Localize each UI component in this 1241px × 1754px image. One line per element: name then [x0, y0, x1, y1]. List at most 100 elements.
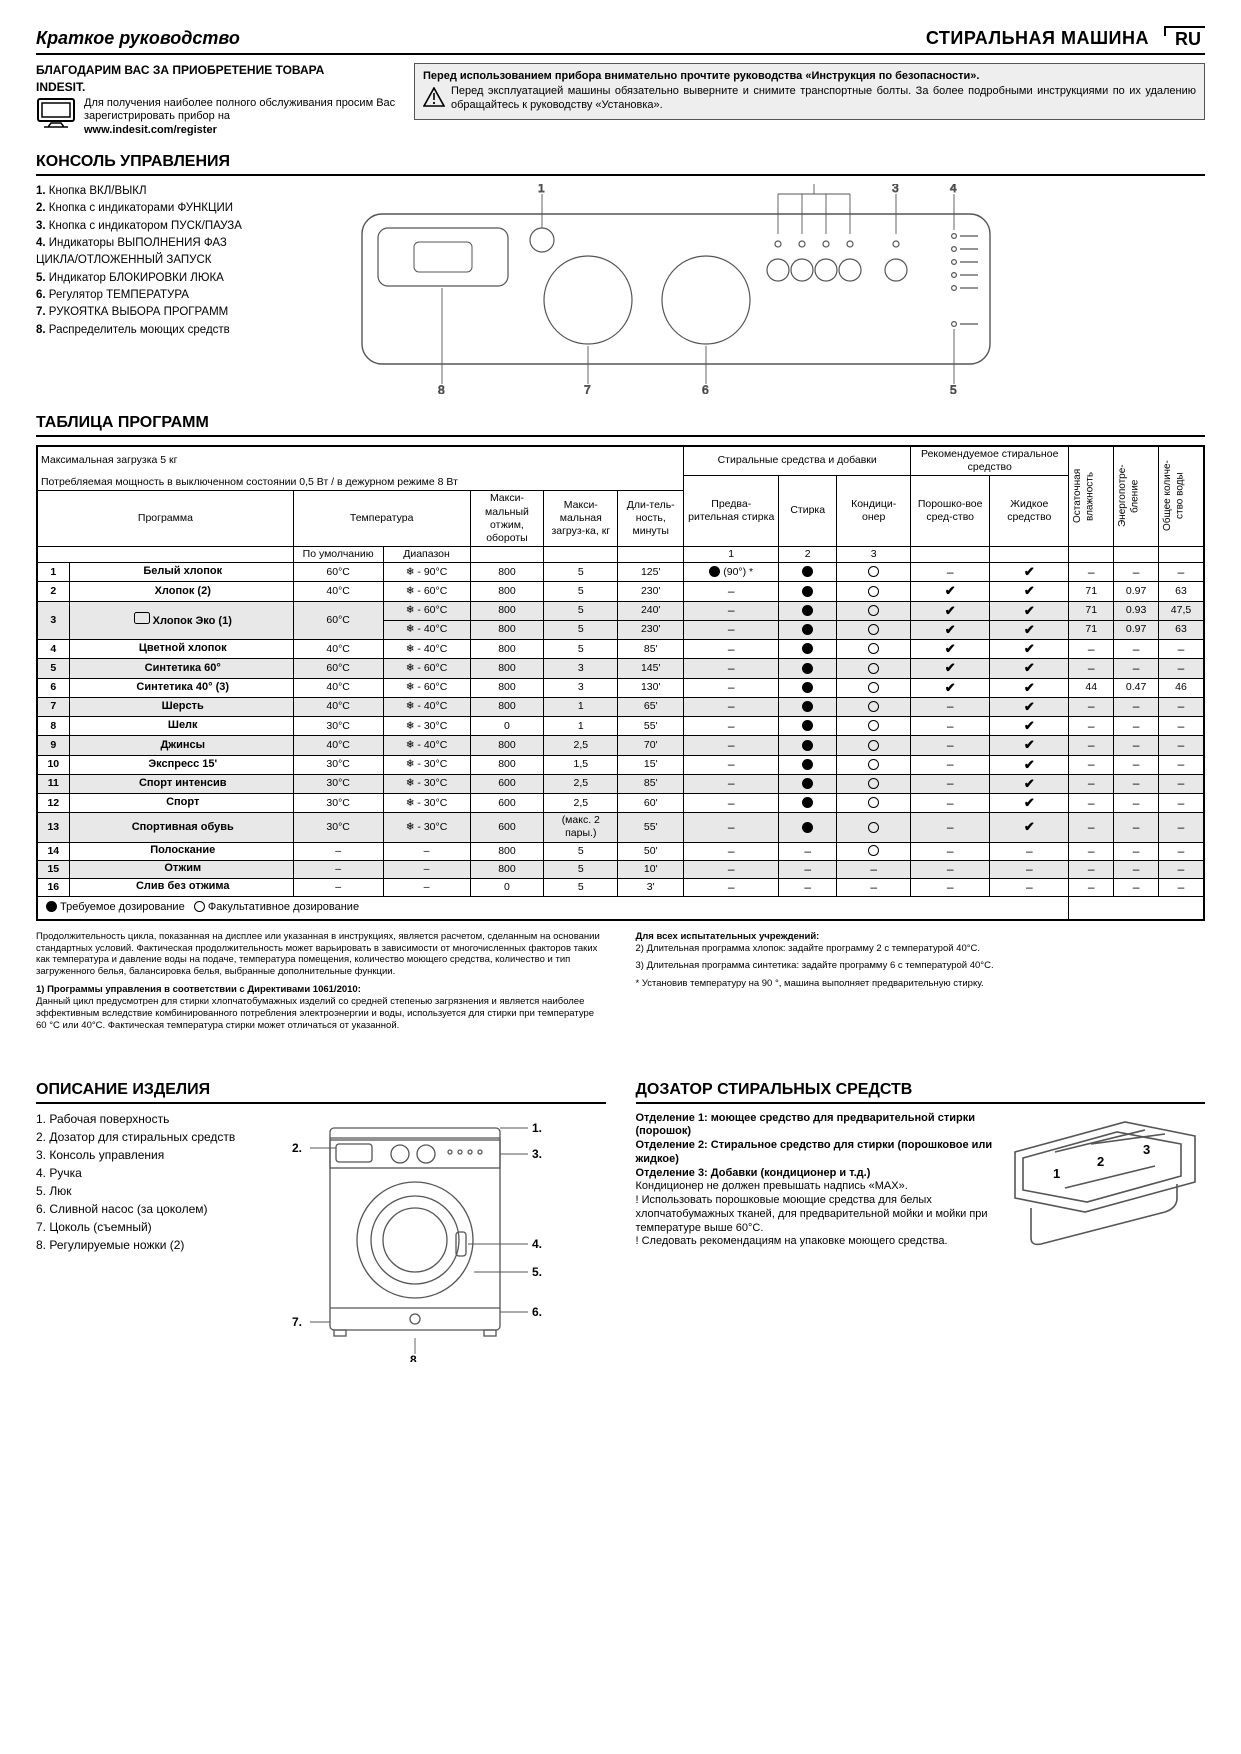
register-link[interactable]: www.indesit.com/register	[84, 124, 217, 136]
th-c2: 2	[779, 546, 837, 562]
th-prewash: Предва-рительная стирка	[684, 475, 779, 546]
svg-text:1: 1	[1053, 1166, 1060, 1181]
disp-warn1: ! Использовать порошковые моющие средств…	[636, 1194, 988, 1234]
svg-text:7: 7	[584, 383, 591, 394]
control-panel-list: 1. Кнопка ВКЛ/ВЫКЛ2. Кнопка с индикатора…	[36, 184, 336, 399]
disp-c3-body: Кондиционер не должен превышать надпись …	[636, 1180, 908, 1192]
program-row: 11Спорт интенсив30°C❄ - 30°C6002,585'––✔…	[38, 774, 1204, 793]
section-programs: ТАБЛИЦА ПРОГРАММ	[36, 413, 1205, 437]
programs-table-wrap: Максимальная загрузка 5 кг Стиральные ср…	[36, 445, 1205, 921]
page-header: Краткое руководство СТИРАЛЬНАЯ МАШИНА RU	[36, 26, 1205, 55]
description-item: 6. Сливной насос (за цоколем)	[36, 1202, 266, 1217]
cp-item: 2. Кнопка с индикаторами ФУНКЦИИ	[36, 201, 336, 215]
machine-diagram: 1. 2. 3. 4. 5. 6. 7. 8.	[280, 1112, 606, 1367]
program-row: 9Джинсы40°C❄ - 40°C8002,570'––✔–––	[38, 736, 1204, 755]
program-row: 7Шерсть40°C❄ - 40°C800165'––✔–––	[38, 697, 1204, 716]
description-item: 3. Консоль управления	[36, 1148, 266, 1163]
svg-text:5.: 5.	[532, 1265, 542, 1279]
description-item: 8. Регулируемые ножки (2)	[36, 1238, 266, 1253]
cp-item: 6. Регулятор ТЕМПЕРАТУРА	[36, 288, 336, 302]
th-water: Общее количе-ство воды	[1162, 453, 1187, 539]
svg-text:2.: 2.	[292, 1141, 302, 1155]
svg-text:2: 2	[810, 184, 817, 185]
th-additives: Стиральные средства и добавки	[684, 446, 911, 475]
footnotes: Продолжительность цикла, показанная на д…	[36, 931, 1205, 1038]
th-temp-default: По умолчанию	[293, 546, 383, 562]
svg-text:4: 4	[950, 184, 957, 195]
th-wash: Стирка	[779, 475, 837, 546]
cp-item: 8. Распределитель моющих средств	[36, 323, 336, 337]
language-code: RU	[1165, 26, 1205, 51]
cp-item: 7. РУКОЯТКА ВЫБОРА ПРОГРАММ	[36, 305, 336, 319]
program-row: 16Слив без отжима––053'––––––––	[38, 878, 1204, 896]
svg-text:6: 6	[702, 383, 709, 394]
register-text: Для получения наиболее полного обслужива…	[84, 97, 395, 123]
warning-box: Перед использованием прибора внимательно…	[414, 63, 1205, 120]
th-c1: 1	[684, 546, 779, 562]
thanks-brand: INDESIT.	[36, 80, 396, 95]
program-row: 6Синтетика 40° (3)40°C❄ - 60°C8003130'–✔…	[38, 678, 1204, 697]
dispenser-text: Отделение 1: моющее средство для предвар…	[636, 1112, 994, 1257]
svg-text:3: 3	[892, 184, 899, 195]
table-meta1: Максимальная загрузка 5 кг	[41, 454, 177, 466]
program-row: 10Экспресс 15'30°C❄ - 30°C8001,515'––✔––…	[38, 755, 1204, 774]
th-humidity: Остаточная влажность	[1072, 453, 1097, 539]
program-row: 8Шелк30°C❄ - 30°C0155'––✔–––	[38, 717, 1204, 736]
program-row: 5Синтетика 60°60°C❄ - 60°C8003145'–✔✔–––	[38, 659, 1204, 678]
program-row: 14Полоскание––800550'–––––––	[38, 842, 1204, 860]
th-c3: 3	[837, 546, 911, 562]
program-row: 13Спортивная обувь30°C❄ - 30°C600(макс. …	[38, 813, 1204, 842]
svg-text:8: 8	[438, 383, 445, 394]
cp-item: 3. Кнопка с индикатором ПУСК/ПАУЗА	[36, 219, 336, 233]
disp-c3-head: Отделение 3: Добавки (кондиционер и т.д.…	[636, 1167, 871, 1179]
fn-right-head: Для всех испытательных учреждений:	[636, 931, 820, 942]
section-description: ОПИСАНИЕ ИЗДЕЛИЯ	[36, 1080, 606, 1104]
program-row: 12Спорт30°C❄ - 30°C6002,560'––✔–––	[38, 794, 1204, 813]
program-row: 15Отжим––800510'––––––––	[38, 860, 1204, 878]
program-row: 4Цветной хлопок40°C❄ - 40°C800585'–✔✔–––	[38, 640, 1204, 659]
svg-text:5: 5	[950, 383, 957, 394]
th-powder: Порошко-вое сред-ство	[911, 475, 990, 546]
svg-text:1.: 1.	[532, 1121, 542, 1135]
program-row: 1Белый хлопок60°C❄ - 90°C8005125' (90°) …	[38, 563, 1204, 582]
svg-text:8.: 8.	[410, 1353, 420, 1362]
svg-text:1: 1	[538, 184, 545, 195]
warning-head: Перед использованием прибора внимательно…	[423, 70, 1196, 84]
control-panel-diagram: 1 2 3 4 5 6 7 8	[356, 184, 1205, 399]
svg-text:4.: 4.	[532, 1237, 542, 1251]
th-liquid: Жидкое средство	[990, 475, 1069, 546]
description-item: 2. Дозатор для стиральных средств	[36, 1130, 266, 1145]
description-item: 1. Рабочая поверхность	[36, 1112, 266, 1127]
section-control-panel: КОНСОЛЬ УПРАВЛЕНИЯ	[36, 152, 1205, 176]
description-list: 1. Рабочая поверхность 2. Дозатор для сти…	[36, 1112, 266, 1367]
th-energy: Энергопотре-бление	[1117, 453, 1142, 539]
svg-text:2: 2	[1097, 1154, 1104, 1169]
th-recommended: Рекомендуемое стиральное средство	[911, 446, 1069, 475]
programs-table: Максимальная загрузка 5 кг Стиральные ср…	[37, 446, 1204, 920]
table-meta2: Потребляемая мощность в выключенном сост…	[41, 476, 458, 488]
th-temperature: Температура	[293, 491, 470, 547]
disp-c2-head: Отделение 2: Стиральное средство для сти…	[636, 1139, 993, 1165]
fn-left2-head: 1) Программы управления в соответствии с…	[36, 984, 361, 995]
th-softener: Кондици-онер	[837, 475, 911, 546]
th-dur: Дли-тель-ность, минуты	[618, 491, 684, 547]
table-legend: Требуемое дозирование Факультативное доз…	[38, 896, 1069, 919]
th-temp-range: Диапазон	[383, 546, 470, 562]
disp-c1-head: Отделение 1: моющее средство для предвар…	[636, 1112, 975, 1138]
th-program: Программа	[38, 491, 294, 547]
section-dispenser: ДОЗАТОР СТИРАЛЬНЫХ СРЕДСТВ	[636, 1080, 1206, 1104]
thanks-block: БЛАГОДАРИМ ВАС ЗА ПРИОБРЕТЕНИЕ ТОВАРА IN…	[36, 63, 396, 138]
guide-title: Краткое руководство	[36, 27, 240, 50]
svg-text:7.: 7.	[292, 1315, 302, 1329]
dispenser-diagram: 123	[1005, 1112, 1205, 1257]
cp-item: ЦИКЛА/ОТЛОЖЕННЫЙ ЗАПУСК	[36, 253, 336, 267]
th-spin: Макси-мальный отжим, обороты	[470, 491, 544, 547]
fn-left2: Данный цикл предусмотрен для стирки хлоп…	[36, 996, 594, 1031]
register-icon	[36, 97, 76, 136]
thanks-line1: БЛАГОДАРИМ ВАС ЗА ПРИОБРЕТЕНИЕ ТОВАРА	[36, 63, 396, 78]
fn-left1: Продолжительность цикла, показанная на д…	[36, 931, 606, 979]
description-item: 7. Цоколь (съемный)	[36, 1220, 266, 1235]
disp-warn2: ! Следовать рекомендациям на упаковке мо…	[636, 1235, 948, 1247]
warning-icon	[423, 87, 445, 112]
svg-text:6.: 6.	[532, 1305, 542, 1319]
